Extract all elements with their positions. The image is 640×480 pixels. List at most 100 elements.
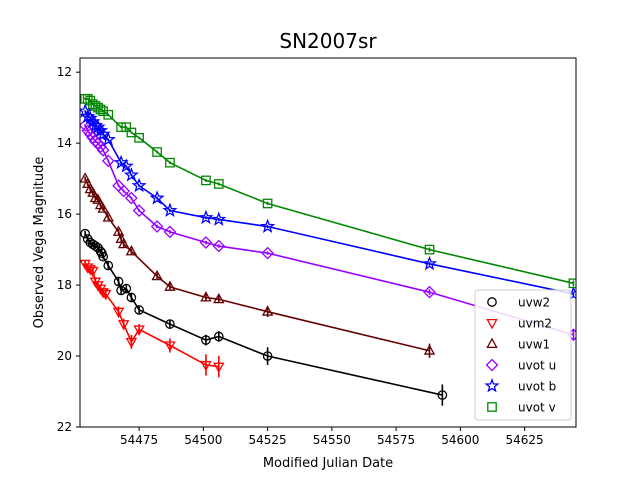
x-tick-label: 54575 [377, 433, 415, 447]
legend-marker [484, 378, 500, 393]
data-point [164, 341, 176, 352]
data-point [100, 131, 116, 147]
data-point [262, 351, 273, 361]
data-point [201, 175, 211, 186]
x-tick-label: 54525 [249, 433, 287, 447]
x-tick-label: 54625 [506, 433, 544, 447]
data-point [260, 218, 276, 233]
data-point [198, 209, 214, 225]
data-point [95, 104, 106, 115]
data-point [132, 204, 146, 217]
data-point [261, 305, 274, 316]
data-point [97, 202, 109, 213]
legend-marker [487, 297, 497, 307]
series-line [84, 178, 430, 352]
series-line [84, 263, 219, 368]
data-point [164, 280, 176, 291]
data-point [423, 285, 436, 299]
y-axis-label: Observed Vega Magnitude [32, 157, 47, 329]
data-point [90, 101, 101, 111]
data-point [213, 179, 224, 189]
series-uvot-b [80, 103, 576, 301]
data-point [85, 95, 96, 106]
legend: uvw2 uvm2 uvw1 uvot u uvot b uvot v [474, 289, 572, 421]
data-point [200, 291, 212, 302]
data-point [98, 106, 108, 117]
data-point [80, 172, 91, 183]
data-point [151, 269, 163, 281]
data-point [421, 255, 438, 271]
data-point [121, 283, 132, 294]
data-point [102, 211, 114, 222]
data-point [116, 122, 126, 133]
data-point [80, 103, 93, 118]
data-point [113, 276, 124, 287]
data-point [103, 109, 114, 120]
data-point [117, 320, 130, 331]
data-point [125, 337, 138, 349]
y-tick-label: 16 [57, 207, 72, 221]
data-point [116, 285, 126, 296]
data-point [162, 202, 178, 217]
data-point [437, 390, 448, 400]
series-uvw2 [80, 228, 448, 406]
y-tick-label: 18 [57, 278, 72, 292]
data-point [134, 132, 144, 143]
series-line [85, 98, 574, 285]
legend-label: uvot u [518, 359, 556, 373]
x-tick-label: 54600 [441, 433, 479, 447]
data-point [212, 239, 226, 253]
legend-label: uvw2 [518, 296, 550, 310]
data-point [87, 99, 98, 109]
data-point [103, 260, 114, 271]
data-point [90, 241, 101, 251]
x-tick-label: 54475 [120, 433, 158, 447]
series-uvot-u [80, 119, 576, 342]
data-point [152, 147, 162, 157]
plot-area [80, 93, 576, 406]
data-point [131, 177, 147, 193]
data-point [117, 184, 131, 198]
data-point [165, 157, 175, 168]
data-point [82, 93, 93, 104]
data-point [261, 246, 274, 260]
data-point [126, 127, 137, 138]
data-point [126, 292, 137, 303]
data-point [89, 191, 102, 203]
legend-label: uvw1 [518, 338, 550, 352]
data-point [90, 119, 106, 134]
data-point [163, 225, 177, 239]
legend-marker [486, 337, 498, 349]
data-point [133, 325, 145, 336]
data-point [92, 193, 104, 204]
data-point [98, 251, 108, 262]
data-point [125, 191, 138, 205]
data-point [95, 126, 111, 141]
data-point [96, 143, 110, 157]
data-point [211, 211, 227, 226]
data-point [91, 136, 105, 150]
data-point [262, 198, 273, 209]
data-point [568, 278, 576, 289]
data-point [424, 244, 435, 255]
data-point [93, 122, 109, 138]
x-tick-label: 54550 [313, 433, 351, 447]
y-tick-label: 20 [57, 349, 72, 363]
data-point [199, 236, 213, 249]
data-point [213, 331, 224, 342]
data-point [423, 344, 436, 355]
axis-ticks: 54475 54500 54525 54550 54575 54600 54625 12 14 1… [57, 65, 544, 447]
data-point [125, 244, 138, 256]
series-uvm2 [80, 259, 225, 378]
data-point [123, 167, 139, 182]
legend-label: uvm2 [518, 317, 552, 331]
data-point [117, 237, 130, 249]
legend-marker [487, 402, 497, 412]
data-point [200, 360, 212, 372]
chart-title: SN2007sr [279, 29, 377, 53]
data-point [85, 113, 101, 129]
plot-frame [79, 57, 577, 428]
legend-marker [485, 358, 499, 372]
legend-marker [486, 318, 498, 330]
